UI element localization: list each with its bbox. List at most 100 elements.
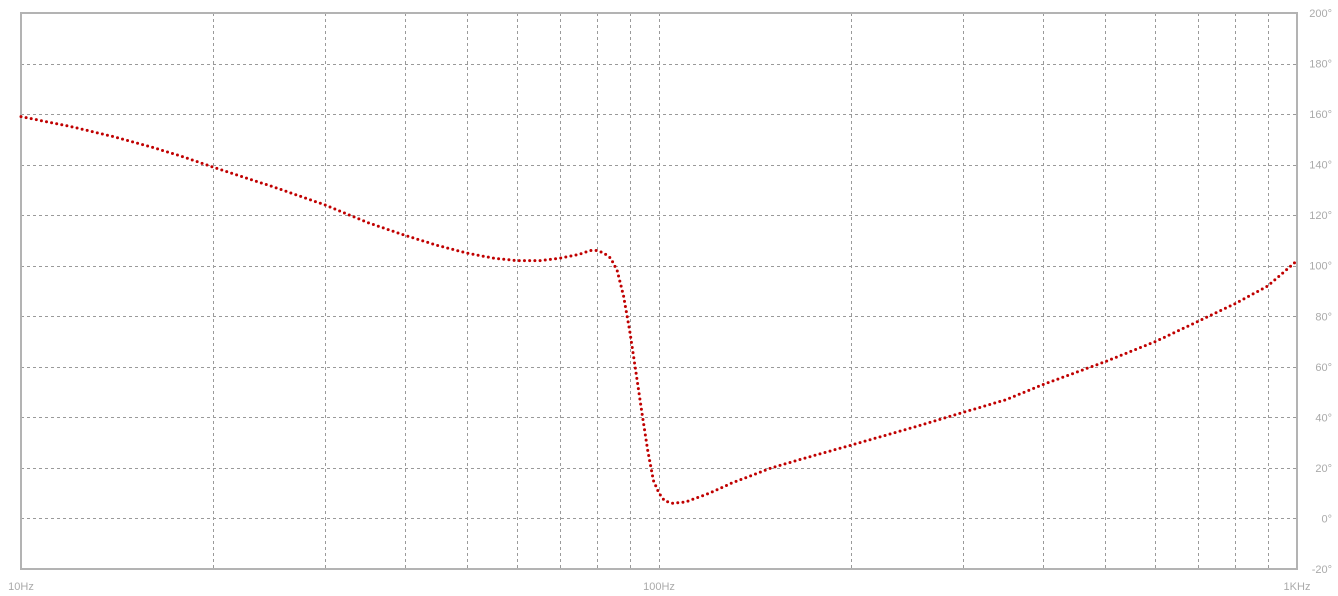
y-tick-label: 140° — [1309, 160, 1332, 172]
series-point — [642, 423, 646, 427]
series-point — [838, 446, 842, 450]
series-point — [763, 468, 767, 472]
series-point — [60, 123, 64, 127]
y-tick-label: 20° — [1315, 463, 1332, 475]
series-point — [431, 242, 435, 246]
series-point — [818, 452, 822, 456]
series-point — [451, 247, 455, 251]
series-point — [1172, 331, 1176, 335]
phase-series — [19, 115, 1296, 505]
series-point — [1080, 368, 1084, 372]
y-tick-label: 180° — [1309, 59, 1332, 71]
series-point — [584, 250, 588, 254]
series-point — [136, 141, 140, 145]
series-point — [604, 252, 608, 256]
series-point — [1071, 372, 1075, 376]
series-point — [635, 376, 639, 380]
series-point — [39, 119, 43, 123]
series-point — [476, 253, 480, 257]
series-point — [406, 234, 410, 238]
series-point — [1273, 278, 1277, 282]
series-point — [347, 213, 351, 217]
series-point — [175, 153, 179, 157]
series-point — [538, 259, 542, 263]
series-point — [599, 250, 603, 254]
series-point — [639, 402, 643, 406]
x-tick-label: 1KHz — [1284, 581, 1311, 593]
series-point — [651, 474, 655, 478]
series-point — [661, 497, 665, 501]
series-point — [151, 145, 155, 149]
plot-frame — [20, 12, 1298, 570]
series-point — [803, 456, 807, 460]
series-point — [720, 486, 724, 490]
horizontal-grid-lines — [21, 64, 1297, 519]
series-point — [620, 289, 624, 293]
series-point — [396, 231, 400, 235]
series-point — [371, 223, 375, 227]
series-point — [898, 429, 902, 433]
series-point — [613, 264, 617, 268]
series-point — [813, 453, 817, 457]
series-point — [1022, 390, 1026, 394]
series-point — [289, 191, 293, 195]
series-point — [1219, 309, 1223, 313]
series-point — [963, 410, 967, 414]
series-point — [1075, 370, 1079, 374]
y-tick-label: 160° — [1309, 109, 1332, 121]
series-point — [559, 256, 563, 260]
series-point — [131, 140, 135, 144]
series-point — [681, 500, 685, 504]
series-point — [724, 483, 728, 487]
series-point — [1100, 361, 1104, 365]
series-point — [166, 150, 169, 154]
series-point — [507, 258, 511, 262]
series-point — [744, 476, 748, 480]
series-point — [517, 259, 521, 263]
series-point — [110, 134, 114, 138]
series-point — [993, 401, 997, 405]
series-point — [279, 188, 283, 192]
series-point — [105, 133, 109, 137]
series-point — [486, 255, 490, 259]
series-point — [998, 400, 1002, 404]
series-point — [808, 455, 812, 459]
series-point — [988, 403, 992, 407]
series-point — [636, 382, 640, 386]
series-point — [579, 252, 583, 256]
series-point — [456, 249, 460, 253]
series-point — [948, 414, 952, 418]
series-point — [1265, 284, 1269, 288]
series-point — [304, 196, 308, 200]
series-point — [1138, 346, 1142, 350]
y-tick-label: 120° — [1309, 210, 1332, 222]
series-point — [1085, 366, 1089, 370]
series-point — [938, 417, 942, 421]
series-point — [626, 320, 630, 324]
series-point — [918, 423, 922, 427]
series-point — [848, 443, 852, 447]
series-point — [574, 253, 578, 257]
series-point — [1119, 353, 1123, 357]
series-point — [701, 494, 705, 498]
series-point — [497, 257, 501, 261]
series-point — [705, 492, 709, 496]
series-point — [691, 497, 695, 501]
series-point — [868, 438, 872, 442]
series-point — [641, 418, 645, 422]
series-point — [466, 251, 470, 255]
series-point — [636, 387, 640, 391]
series-point — [1129, 349, 1133, 353]
series-point — [778, 463, 782, 467]
series-point — [70, 125, 74, 129]
y-tick-label: 200° — [1309, 8, 1332, 20]
series-point — [1256, 289, 1260, 293]
series-point — [1237, 299, 1241, 303]
series-point — [220, 168, 224, 172]
series-point — [933, 419, 937, 423]
series-point — [1260, 287, 1264, 291]
series-point — [629, 340, 633, 344]
series-point — [249, 178, 253, 182]
series-point — [44, 120, 48, 124]
series-point — [843, 445, 847, 449]
